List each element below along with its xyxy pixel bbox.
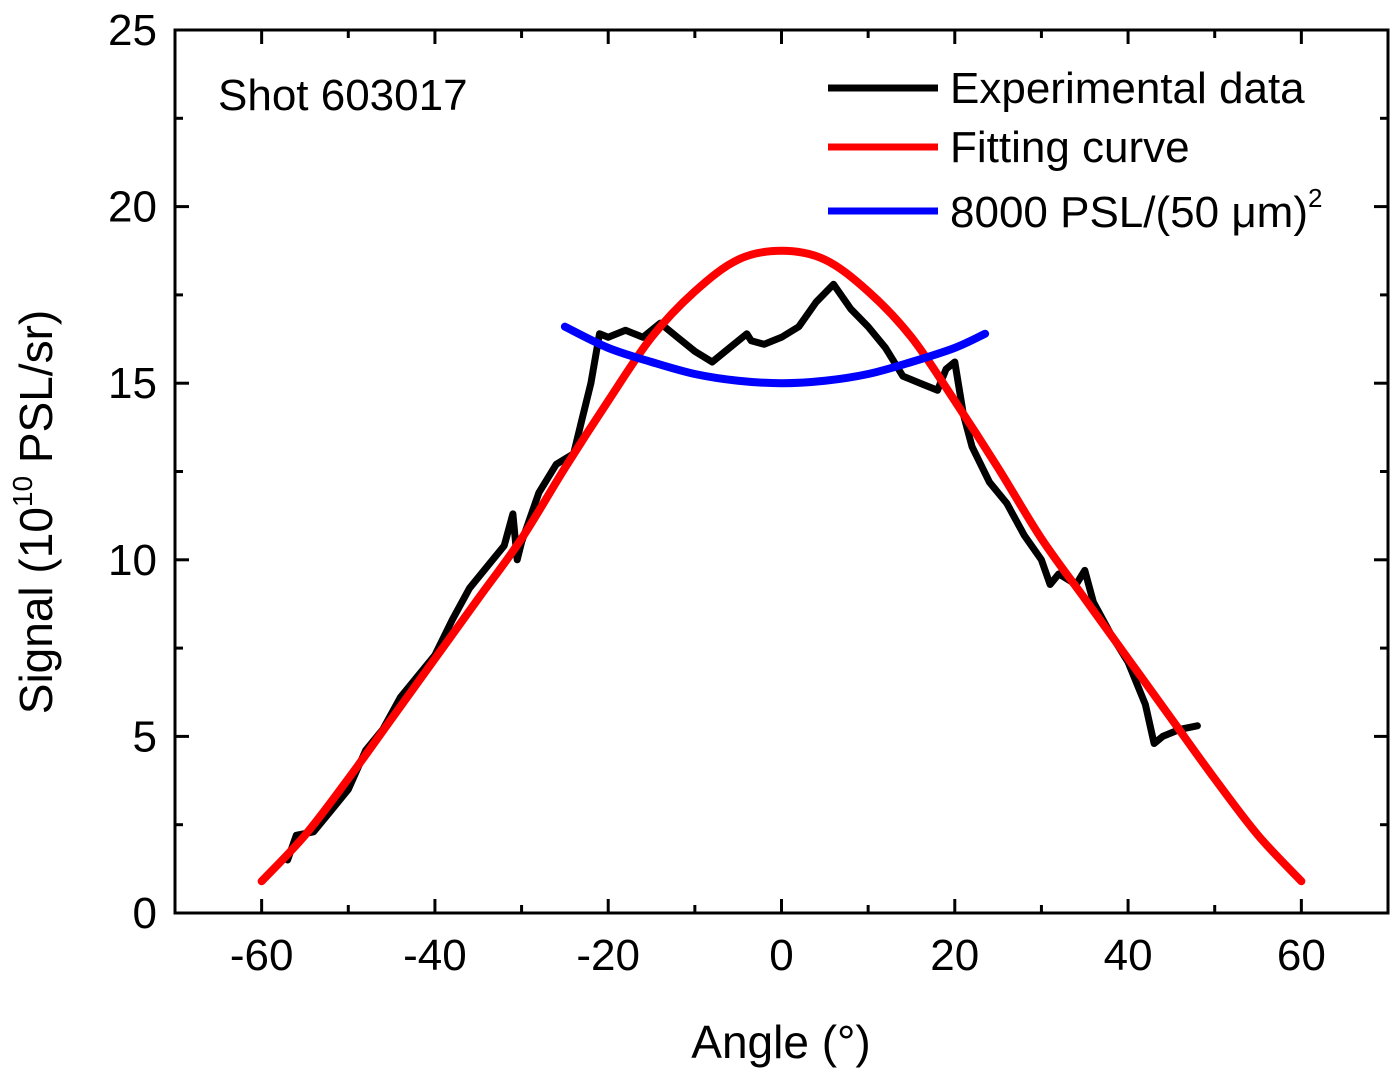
plot-frame	[173, 28, 1390, 915]
x-tick-label: 60	[1277, 931, 1326, 980]
series-line-2	[560, 322, 990, 388]
y-tick-label: 20	[108, 183, 157, 232]
y-tick-label: 25	[108, 6, 157, 55]
y-axis-label-sup: 10	[7, 476, 38, 507]
y-tick-label: 0	[133, 889, 157, 938]
annotation-shot: Shot 603017	[218, 71, 468, 120]
x-tick-label: 20	[930, 931, 979, 980]
legend-label-experimental: Experimental data	[950, 64, 1305, 113]
x-tick-label: 0	[769, 931, 793, 980]
legend: Experimental data Fitting curve 8000 PSL…	[828, 64, 1322, 237]
y-tick-label: 15	[108, 359, 157, 408]
ticks-layer: -60 -40 -20 0 20 40 60 0 5 10 15 20 25	[108, 6, 1390, 980]
series-line-1	[257, 246, 1306, 886]
legend-label-fitting: Fitting curve	[950, 123, 1190, 172]
y-axis-label: Signal (1010 PSL/sr)	[7, 310, 62, 714]
y-axis-label-main: Signal (10	[10, 507, 62, 714]
x-axis-label: Angle (°)	[691, 1016, 870, 1068]
y-tick-label: 10	[108, 536, 157, 585]
series-layer	[257, 246, 1306, 886]
y-axis-label-tail: PSL/sr)	[10, 310, 62, 476]
series-line-0	[284, 280, 1201, 864]
y-tick-label: 5	[133, 712, 157, 761]
x-tick-label: -60	[230, 931, 294, 980]
x-tick-label: -40	[403, 931, 467, 980]
x-tick-label: -20	[576, 931, 640, 980]
legend-label-8000psl-sup: 2	[1308, 183, 1322, 213]
legend-label-8000psl-main: 8000 PSL/(50 μm)	[950, 188, 1308, 237]
legend-label-8000psl: 8000 PSL/(50 μm)2	[950, 183, 1322, 237]
x-tick-label: 40	[1104, 931, 1153, 980]
